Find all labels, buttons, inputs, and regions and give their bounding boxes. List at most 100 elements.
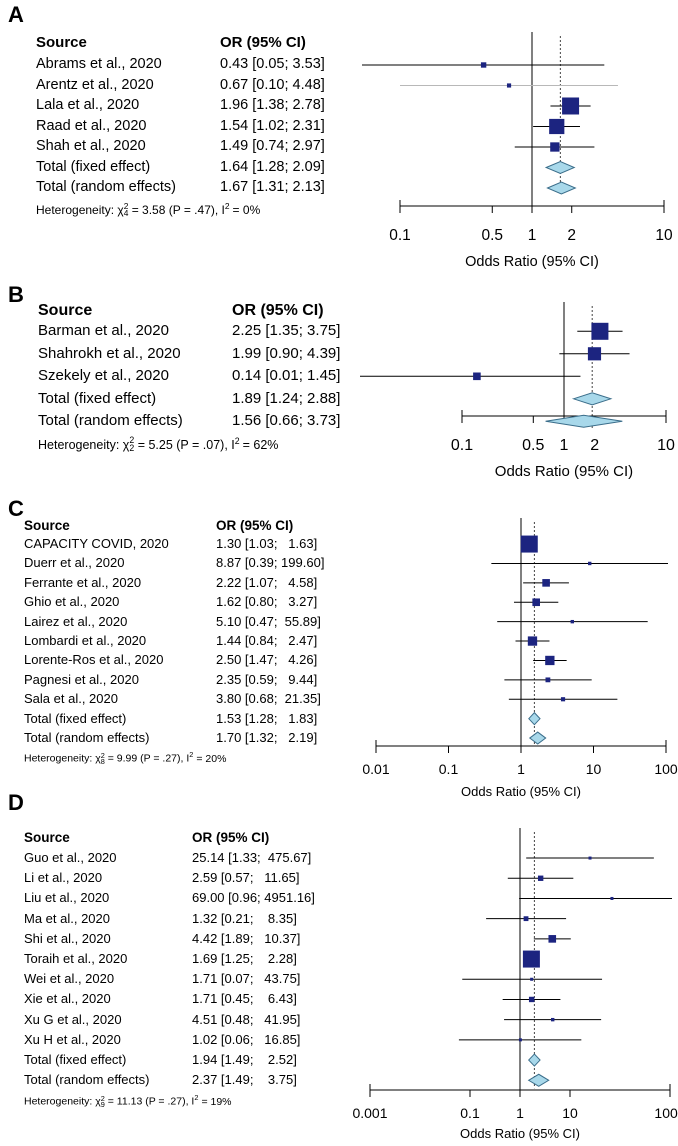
study-or-ci: 1.71 [0.45; 6.43] [192, 991, 297, 1007]
panel-letter: A [8, 2, 24, 27]
pooled-label: Total (random effects) [24, 1072, 150, 1088]
study-or-ci: 69.00 [0.96; 4951.16] [192, 890, 315, 906]
study-label: Liu et al., 2020 [24, 890, 110, 906]
study-label: Pagnesi et al., 2020 [24, 671, 139, 687]
study-label: Barman et al., 2020 [38, 322, 169, 339]
pooled-or-ci: 1.70 [1.32; 2.19] [216, 730, 318, 745]
study-box [545, 677, 551, 683]
study-box [551, 1017, 555, 1022]
pooled-or-ci: 1.94 [1.49; 2.52] [192, 1052, 297, 1067]
het-i2-sup: 2 [234, 435, 240, 446]
het-df: 9 [100, 1100, 105, 1110]
study-label: Toraih et al., 2020 [24, 951, 128, 966]
study-box [506, 83, 512, 88]
study-box [550, 142, 560, 152]
study-box [570, 619, 574, 624]
het-i2-sup: 2 [224, 200, 230, 211]
pooled-diamond [571, 392, 613, 406]
study-box [548, 935, 557, 943]
study-label: Arentz et al., 2020 [36, 76, 154, 93]
study-box [527, 636, 538, 646]
study-or-ci: 2.50 [1.47; 4.26] [216, 652, 318, 668]
x-tick-label: 1 [516, 1105, 524, 1121]
study-or-ci: 2.25 [1.35; 3.75] [232, 322, 341, 339]
study-box [528, 996, 535, 1003]
study-label: Lairez et al., 2020 [24, 613, 128, 629]
study-or-ci: 4.42 [1.89; 10.37] [192, 930, 301, 946]
x-tick-label: 0.001 [352, 1105, 387, 1121]
study-box [610, 896, 614, 900]
study-box [542, 579, 550, 587]
pooled-diamond [527, 1073, 550, 1087]
header-or-ci: OR (95% CI) [192, 830, 270, 845]
header-source: Source [24, 518, 70, 533]
study-box [591, 322, 609, 340]
het-prefix: Heterogeneity: χ [24, 1095, 101, 1108]
study-or-ci: 1.71 [0.07; 43.75] [192, 971, 301, 987]
het-df: 8 [100, 757, 105, 767]
study-or-ci: 2.59 [0.57; 11.65] [192, 870, 300, 886]
het-i2-sup: 2 [189, 750, 194, 760]
x-tick-label: 1 [517, 761, 525, 777]
forest-plot-svg: 0.1 0.5 1 2 10 Odds Ratio (95% CI) [360, 302, 675, 480]
pooled-diamond [528, 731, 547, 745]
panel-letter: D [8, 790, 24, 815]
x-tick-label: 100 [654, 761, 678, 777]
panel-a: A Source OR (95% CI) Abrams et al., 2020 0.… [0, 2, 678, 272]
x-tick-label: 10 [657, 437, 675, 454]
study-label: Lorente-Ros et al., 2020 [24, 652, 164, 668]
study-label: Ferrante et al., 2020 [24, 574, 142, 590]
study-label: Abrams et al., 2020 [36, 56, 162, 72]
study-label: Lala et al., 2020 [36, 97, 140, 113]
study-label: Shah et al., 2020 [36, 138, 146, 154]
study-box [520, 535, 538, 553]
x-tick-label: 0.1 [389, 227, 411, 244]
x-axis-label: Odds Ratio (95% CI) [461, 784, 581, 799]
study-label: Szekely et al., 2020 [38, 367, 169, 384]
study-box [480, 62, 487, 68]
x-axis-label: Odds Ratio (95% CI) [495, 463, 633, 480]
header-source: Source [24, 830, 70, 845]
het-prefix: Heterogeneity: χ [36, 202, 124, 217]
het-df: 2 [129, 443, 135, 454]
study-or-ci: 1.32 [0.21; 8.35] [192, 910, 297, 926]
study-or-ci: 1.99 [0.90; 4.39] [232, 344, 341, 362]
study-box [523, 916, 529, 922]
het-i2: = 0% [232, 202, 261, 217]
pooled-or-ci: 1.53 [1.28; 1.83] [216, 710, 318, 726]
forest-plot-svg: 0.001 0.1 1 10 1000 Odds Ratio (95% CI) [352, 828, 678, 1141]
pooled-label: Total (random effects) [38, 412, 183, 429]
header-or-ci: OR (95% CI) [232, 302, 324, 319]
study-label: Ma et al., 2020 [24, 910, 110, 926]
study-box [560, 697, 566, 702]
x-tick-label: 1 [528, 227, 537, 244]
x-tick-label: 1000 [654, 1105, 678, 1121]
x-tick-label: 0.1 [439, 761, 459, 777]
study-label: Shi et al., 2020 [24, 930, 111, 946]
pooled-or-ci: 1.67 [1.31; 2.13] [220, 179, 325, 195]
study-or-ci: 1.44 [0.84; 2.47] [216, 633, 318, 648]
study-or-ci: 1.69 [1.25; 2.28] [192, 951, 297, 966]
pooled-or-ci: 1.56 [0.66; 3.73] [232, 412, 341, 429]
header-or-ci: OR (95% CI) [220, 34, 306, 51]
het-prefix: Heterogeneity: χ [38, 437, 130, 452]
study-label: Ghio et al., 2020 [24, 594, 120, 610]
forest-plot-svg: 0.1 0.5 1 2 10 Odds Ratio (95% CI) [362, 32, 673, 270]
het-stats: = 9.99 (P = .27), I [104, 752, 190, 765]
study-or-ci: 1.96 [1.38; 2.78] [220, 97, 325, 113]
x-tick-label: 0.1 [451, 437, 473, 454]
study-or-ci: 3.80 [0.68; 21.35] [216, 691, 321, 707]
study-box [537, 875, 544, 881]
header-source: Source [36, 34, 87, 51]
x-tick-label: 2 [590, 437, 599, 454]
x-tick-label: 0.1 [460, 1105, 480, 1121]
pooled-label: Total (random effects) [24, 730, 150, 745]
x-axis-label: Odds Ratio (95% CI) [460, 1126, 580, 1141]
study-label: Li et al., 2020 [24, 870, 103, 886]
het-stats: = 5.25 (P = .07), I [134, 437, 235, 452]
